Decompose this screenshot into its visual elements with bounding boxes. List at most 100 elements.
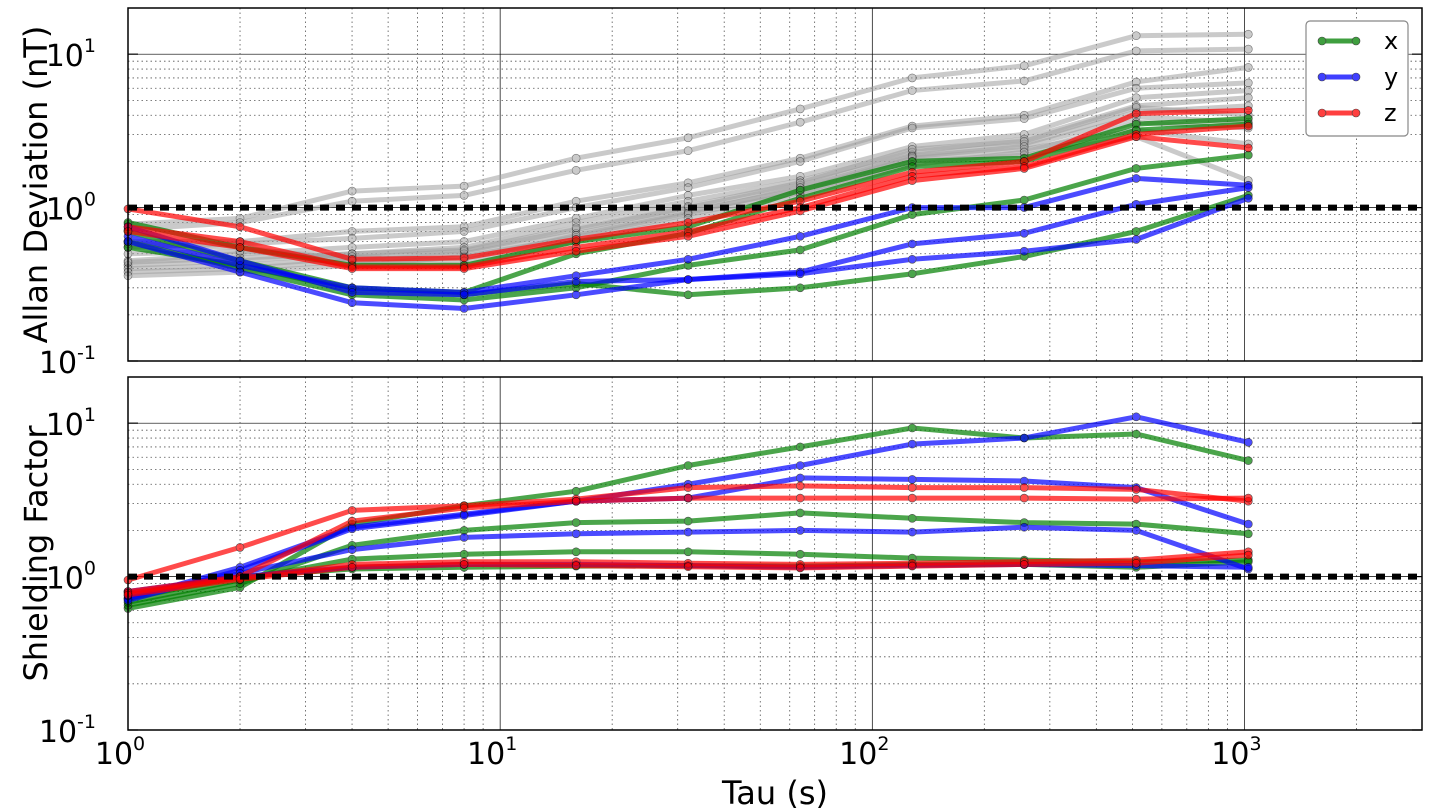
bottom-series-point — [1019, 560, 1029, 569]
bottom-series-point — [795, 473, 805, 483]
top-series-point — [683, 290, 693, 300]
bottom-series-point — [907, 513, 917, 523]
top-series-point — [1131, 235, 1141, 244]
top-series-point — [1131, 31, 1141, 41]
bottom-series-point — [459, 549, 469, 559]
bottom-series-point — [683, 493, 693, 503]
top-series-point — [235, 222, 245, 232]
top-series-point — [795, 117, 805, 127]
top-series-point — [1019, 61, 1029, 71]
bottom-series-point — [1244, 437, 1253, 447]
bottom-series-point — [459, 560, 469, 569]
x-ticks: 100 101 102 103 — [95, 733, 1262, 772]
top-series-point — [1244, 121, 1253, 131]
top-series-point — [795, 185, 805, 195]
bottom-series-point — [347, 545, 357, 554]
bottom-series-point — [1019, 522, 1029, 532]
bottom-series-point — [347, 562, 357, 572]
bottom-series-point — [347, 524, 357, 534]
bottom-series-point — [907, 493, 917, 503]
bottom-series-point — [795, 549, 805, 559]
top-series-point — [795, 104, 805, 114]
bottom-series-point — [1131, 526, 1141, 535]
top-y-tick-label: 10-1 — [39, 342, 96, 381]
x-tick-exponent: 2 — [877, 733, 889, 755]
bottom-y-tick-label: 10-1 — [39, 711, 96, 750]
bottom-series-point — [1244, 519, 1253, 529]
x-tick-exponent: 1 — [505, 733, 517, 755]
top-series-point — [1019, 164, 1029, 173]
bottom-series-point — [907, 439, 917, 449]
bottom-series-point — [1244, 529, 1253, 539]
bottom-series-point — [795, 461, 805, 470]
top-series-point — [1244, 44, 1253, 54]
top-series — [123, 132, 1253, 273]
bottom-series-point — [683, 461, 693, 470]
top-series-point — [459, 253, 469, 263]
bottom-series-point — [571, 529, 581, 539]
top-series-point — [1019, 114, 1029, 123]
bottom-series-point — [1244, 493, 1253, 503]
top-series-point — [907, 86, 917, 95]
legend-label: z — [1384, 99, 1397, 127]
bottom-series-point — [907, 561, 917, 571]
top-y-tick-exponent: -1 — [77, 342, 96, 364]
top-series-point — [795, 232, 805, 241]
top-series-point — [1244, 143, 1253, 153]
top-series-point — [683, 133, 693, 143]
bottom-y-tick-label: 101 — [46, 404, 96, 443]
bottom-series-point — [1244, 562, 1253, 572]
top-series-point — [1244, 29, 1253, 39]
legend-swatch-point — [1317, 108, 1327, 118]
bottom-y-tick-exponent: 0 — [84, 558, 96, 580]
top-series-point — [571, 223, 581, 232]
bottom-plot-frame — [127, 376, 1423, 731]
bottom-series-point — [1019, 483, 1029, 492]
legend-swatch-point — [1351, 36, 1361, 46]
top-series-point — [459, 181, 469, 191]
legend-label: x — [1384, 27, 1398, 55]
top-series-point — [347, 254, 357, 264]
bottom-series-point — [683, 516, 693, 526]
x-tick-label: 102 — [839, 733, 889, 772]
bottom-y-tick-exponent: -1 — [77, 711, 96, 733]
top-series-point — [907, 73, 917, 83]
top-series-point — [907, 176, 917, 185]
bottom-series-point — [795, 526, 805, 535]
bottom-series — [123, 550, 1253, 600]
top-series-point — [1131, 109, 1141, 118]
top-series-point — [347, 186, 357, 196]
x-tick-exponent: 0 — [133, 733, 145, 755]
bottom-y-tick-exponent: 1 — [84, 404, 96, 426]
bottom-series-point — [571, 518, 581, 527]
top-series-point — [347, 234, 357, 243]
bottom-series-point — [459, 503, 469, 513]
top-series-point — [459, 290, 469, 300]
top-series-point — [1019, 246, 1029, 256]
x-axis-title: Tau (s) — [721, 774, 828, 812]
top-series-point — [459, 227, 469, 236]
top-series-point — [1019, 76, 1029, 86]
top-series-point — [1244, 194, 1253, 203]
bottom-series-point — [907, 423, 917, 433]
legend-swatch-point — [1317, 72, 1327, 82]
top-series-point — [907, 123, 917, 133]
bottom-series-point — [347, 506, 357, 515]
top-series-point — [907, 239, 917, 249]
top-series-point — [235, 243, 245, 252]
top-series-point — [347, 196, 357, 206]
bottom-series-point — [1019, 433, 1029, 443]
top-series-point — [571, 246, 581, 256]
top-series-point — [907, 254, 917, 264]
bottom-series-group — [123, 412, 1253, 613]
top-series-point — [1244, 150, 1253, 160]
bottom-series-point — [683, 527, 693, 537]
bottom-series-point — [347, 516, 357, 526]
top-series-point — [1131, 46, 1141, 56]
top-plot-frame — [127, 7, 1423, 362]
top-series-point — [459, 304, 469, 313]
top-series-point — [347, 298, 357, 308]
top-series-point — [571, 290, 581, 300]
